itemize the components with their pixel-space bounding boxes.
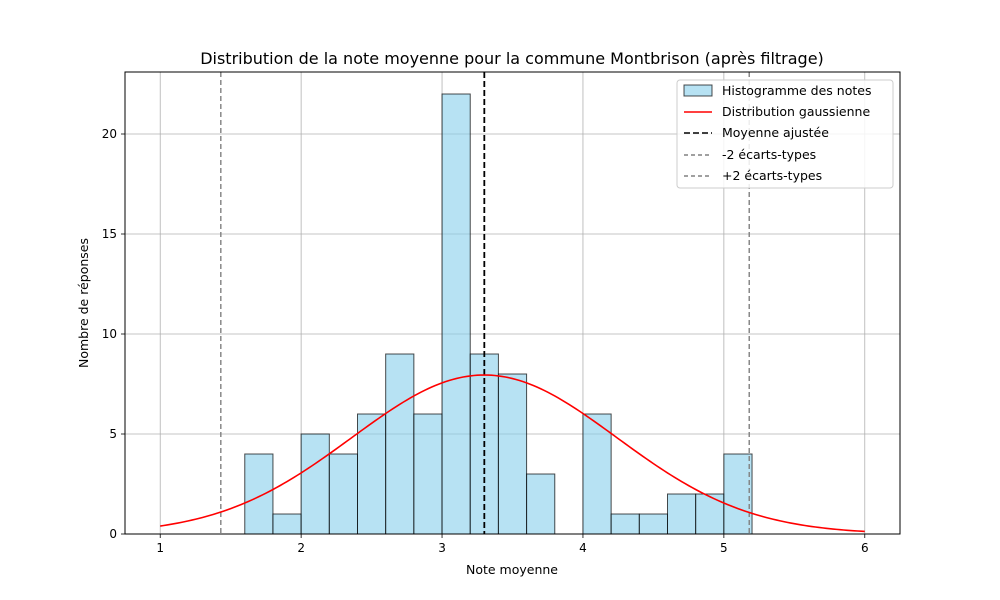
histogram-bar (441, 93, 471, 535)
y-tick-label: 10 (102, 327, 117, 341)
x-axis-label: Note moyenne (466, 562, 558, 577)
x-tick-label: 5 (720, 541, 728, 555)
histogram-bar (695, 493, 725, 535)
x-tick-label: 4 (579, 541, 587, 555)
histogram-bar (300, 433, 330, 535)
x-tick-label: 1 (156, 541, 164, 555)
y-tick-label: 5 (109, 427, 117, 441)
legend-label-mean: Moyenne ajustée (722, 125, 829, 140)
chart-title: Distribution de la note moyenne pour la … (200, 49, 824, 68)
plot-frame (124, 71, 901, 535)
histogram-bar (385, 353, 415, 535)
legend-label-minus-2sd: -2 écarts-types (722, 147, 816, 162)
x-tick-label: 6 (861, 541, 869, 555)
histogram-bar (526, 473, 556, 535)
legend-swatch-histogram (683, 84, 713, 97)
histogram-bar (497, 373, 528, 535)
histogram-bars (244, 93, 753, 535)
legend-box (676, 79, 894, 189)
histogram-bar (244, 453, 274, 535)
histogram-bar (610, 513, 640, 535)
histogram-bar (638, 513, 668, 535)
histogram-bar (667, 493, 697, 535)
histogram-bar (328, 453, 358, 535)
histogram-bar (413, 413, 443, 535)
y-tick-label: 0 (109, 527, 117, 541)
y-tick-label: 20 (102, 127, 117, 141)
histogram-bar (723, 453, 753, 535)
y-axis-label: Nombre de réponses (76, 238, 91, 368)
gaussian-line (160, 374, 865, 533)
histogram-bar (582, 413, 612, 535)
x-tick-label: 3 (438, 541, 446, 555)
legend-label-plus-2sd: +2 écarts-types (722, 168, 822, 183)
histogram-bar (357, 413, 387, 535)
legend: Histogramme des notes Distribution gauss… (676, 79, 894, 189)
gaussian-curve (160, 374, 865, 533)
legend-label-histogram: Histogramme des notes (722, 83, 871, 98)
y-tick-label: 15 (102, 227, 117, 241)
axis-ticks: 1 2 3 4 5 6 0 5 10 15 20 (102, 127, 869, 555)
x-tick-label: 2 (297, 541, 305, 555)
reference-lines (220, 72, 750, 534)
histogram-bar (272, 513, 302, 535)
legend-label-gaussian: Distribution gaussienne (722, 104, 870, 119)
